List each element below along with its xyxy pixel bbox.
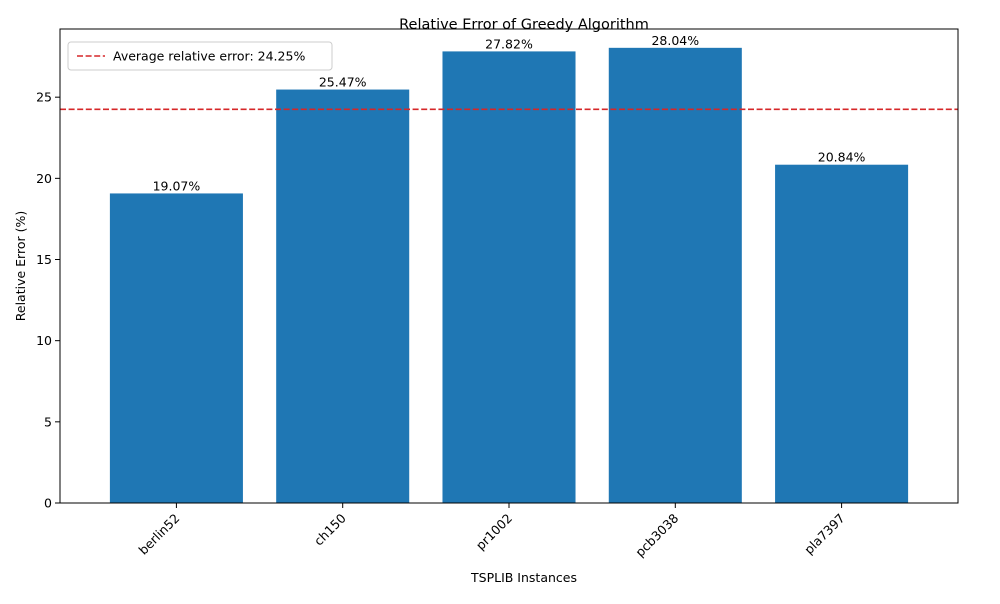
- bars-layer: 19.07% 25.47% 27.82% 28.04% 20.84%: [109, 33, 909, 504]
- bar-value-label: 25.47%: [319, 75, 367, 90]
- bar-pr1002: [442, 51, 576, 504]
- x-axis-label: TSPLIB Instances: [470, 570, 577, 585]
- y-tick-label: 10: [36, 333, 52, 348]
- x-tick-label: ch150: [311, 510, 349, 548]
- bar-ch150: [276, 89, 410, 503]
- legend-label: Average relative error: 24.25%: [113, 49, 305, 64]
- y-tick-label: 20: [36, 171, 52, 186]
- legend-box: [67, 41, 333, 71]
- bar-value-label: 20.84%: [818, 150, 866, 165]
- bar-pcb3038: [608, 47, 742, 503]
- chart-title: Relative Error of Greedy Algorithm: [399, 17, 649, 33]
- bar-value-label: 27.82%: [485, 36, 533, 51]
- bar-pla7397: [775, 164, 909, 503]
- legend: Average relative error: 24.25%: [67, 41, 333, 71]
- x-tick-label: berlin52: [135, 511, 182, 558]
- x-tick-label: pla7397: [801, 511, 848, 558]
- plot-frame: [59, 28, 959, 504]
- x-tick-label: pcb3038: [632, 510, 681, 559]
- x-tick-label: pr1002: [473, 511, 515, 553]
- y-tick-label: 25: [36, 90, 52, 105]
- y-axis-label: Relative Error (%): [13, 211, 28, 321]
- y-tick-label: 15: [36, 252, 52, 267]
- y-tick-label: 5: [44, 414, 52, 429]
- bar-berlin52: [109, 193, 243, 504]
- bar-value-label: 19.07%: [153, 178, 201, 193]
- bar-value-label: 28.04%: [651, 33, 699, 48]
- y-tick-label: 0: [44, 496, 52, 511]
